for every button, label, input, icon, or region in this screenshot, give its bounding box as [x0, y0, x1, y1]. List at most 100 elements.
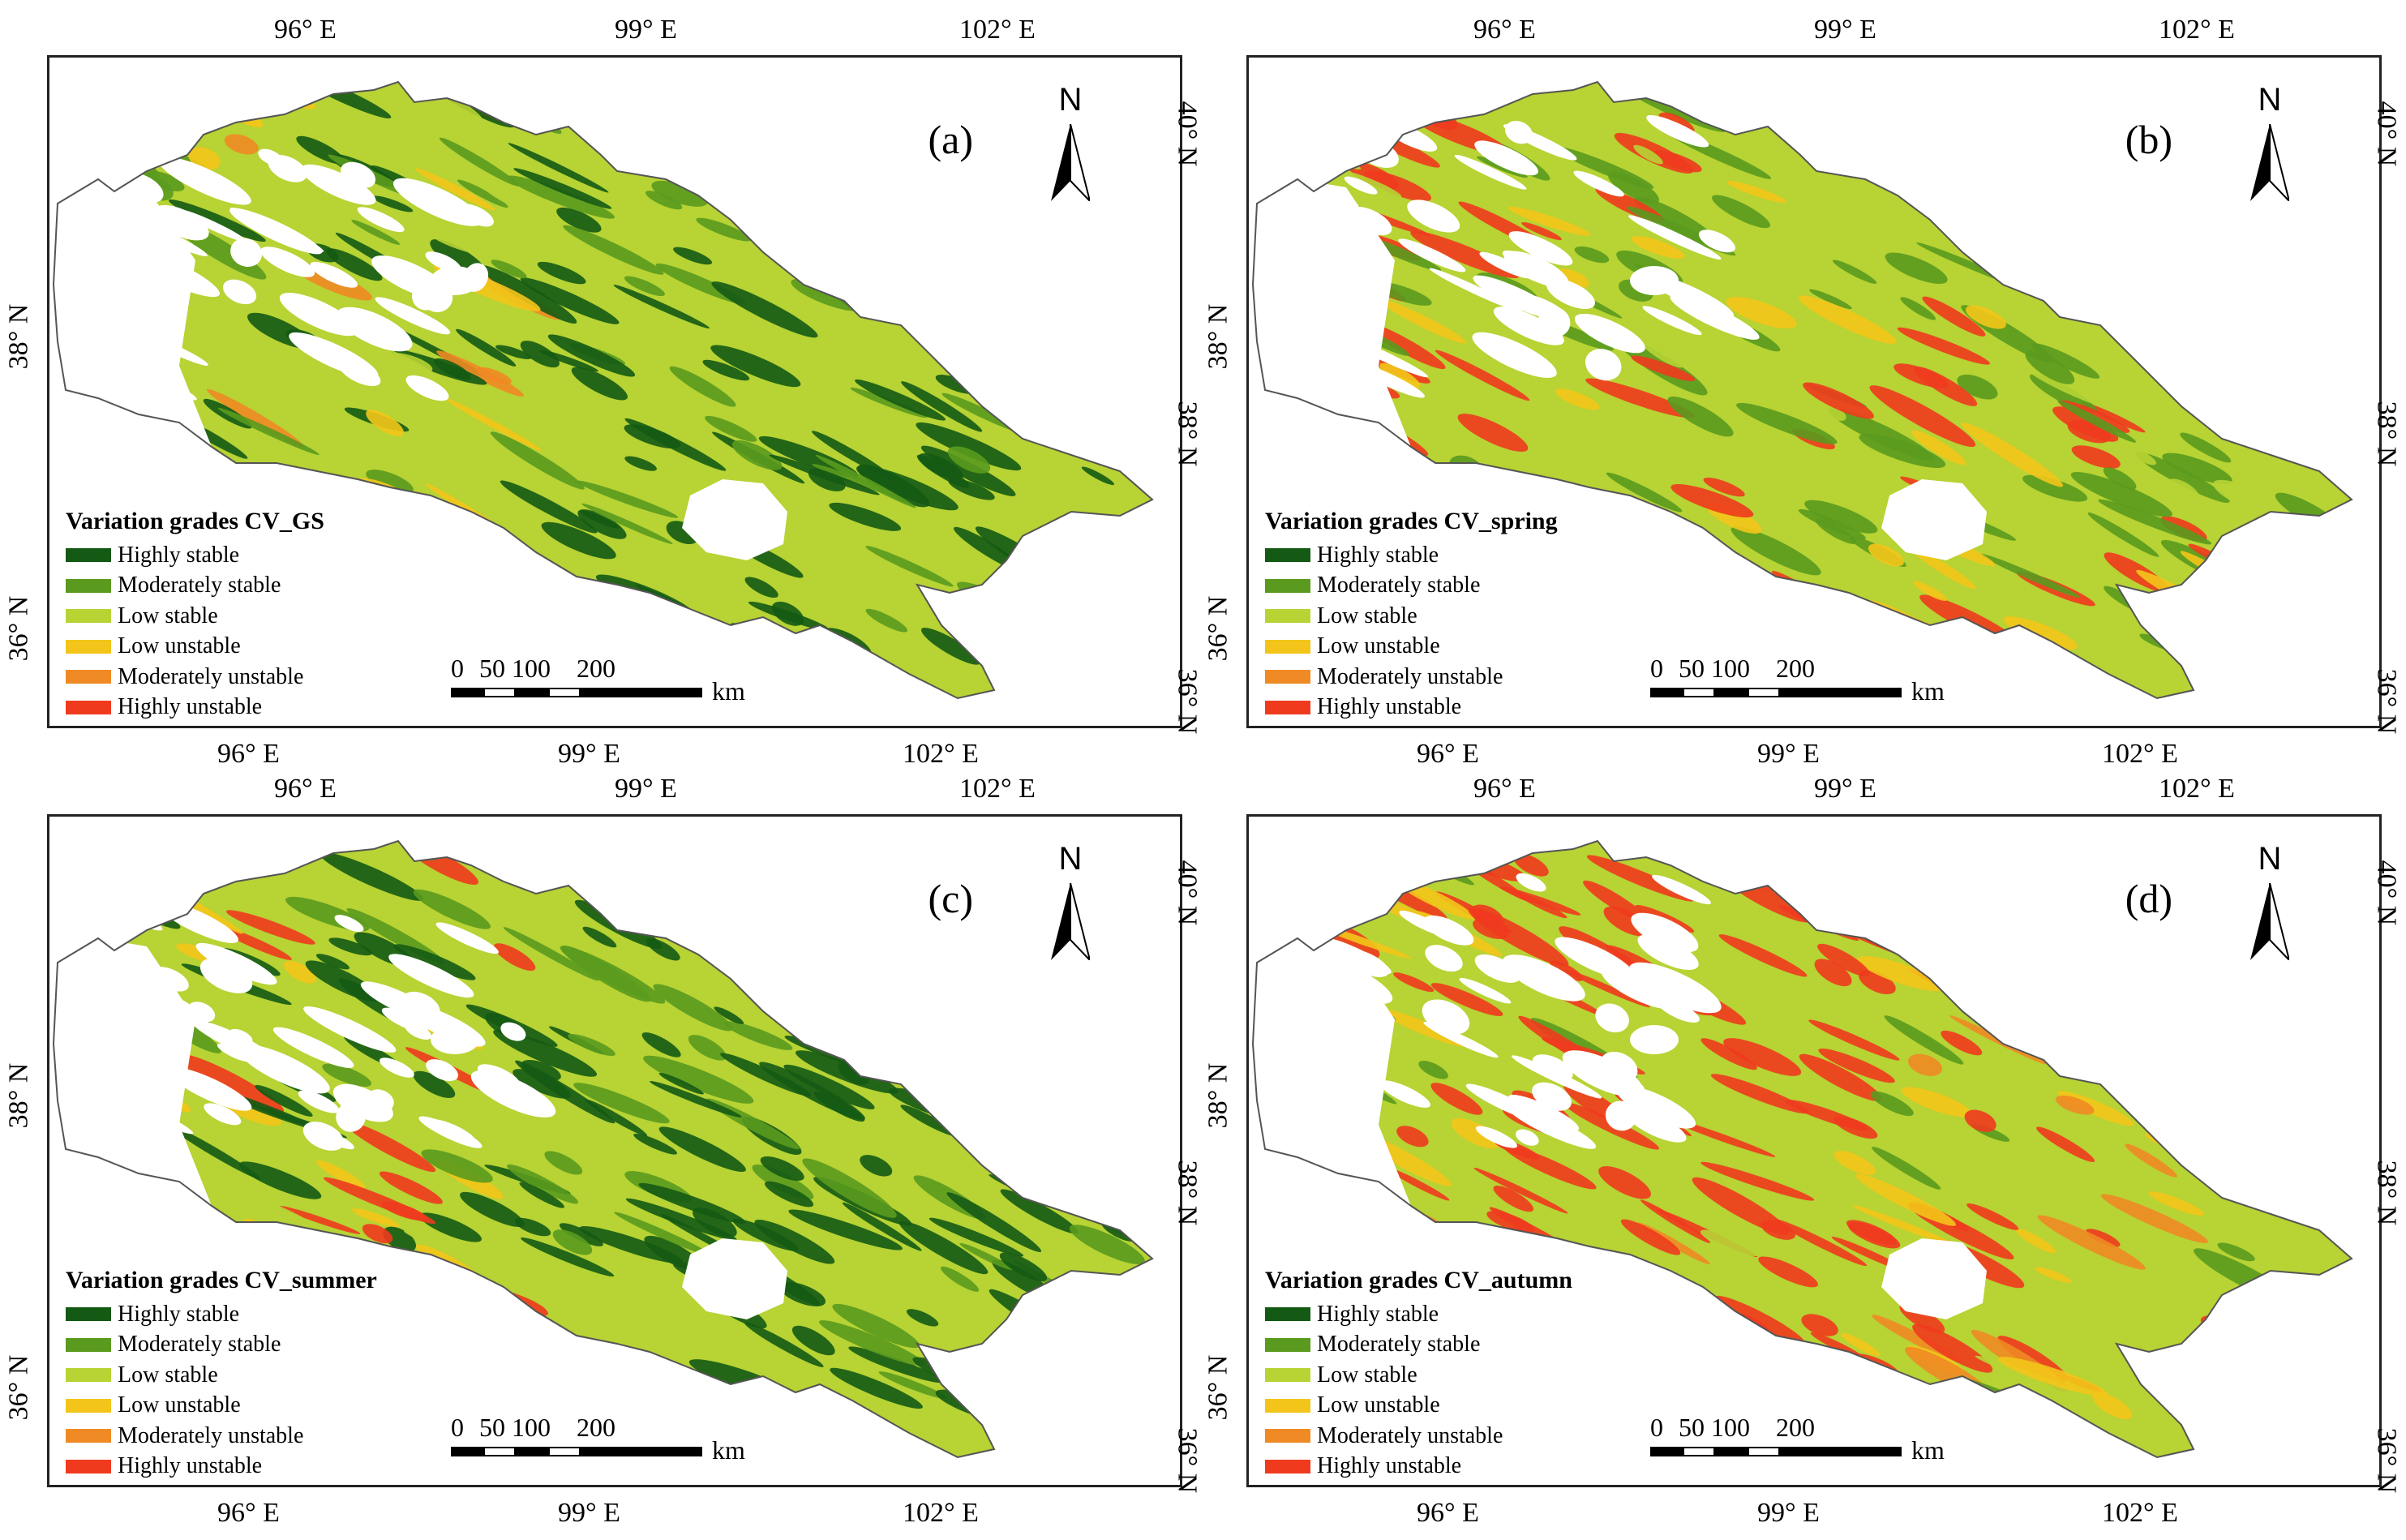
legend-item: Highly unstable — [1265, 693, 1558, 723]
bottom-lon-tick: 96° E — [1417, 739, 1479, 769]
panel-label: (b) — [2125, 117, 2172, 162]
scale-segment — [1748, 1447, 1780, 1456]
legend-swatch — [1265, 1307, 1310, 1322]
legend-item: Low stable — [1265, 601, 1558, 632]
scale-segment — [1780, 1447, 1902, 1456]
legend-swatch — [1265, 1459, 1310, 1474]
scale-segment — [483, 688, 516, 697]
legend-swatch — [1265, 578, 1310, 593]
legend-swatch — [1265, 700, 1310, 714]
scale-tick-label: 200 — [1776, 1413, 1815, 1442]
left-lat-tick: 36° N — [1203, 595, 1233, 662]
scale-segment — [1715, 688, 1748, 697]
left-lat-tick: 36° N — [3, 595, 34, 662]
right-lat-tick: 40° N — [2371, 860, 2402, 926]
right-lat-tick: 38° N — [2371, 1160, 2402, 1226]
top-lon-tick: 96° E — [274, 774, 337, 804]
legend-item: Moderately stable — [66, 1330, 377, 1361]
legend-label: Highly stable — [1317, 1301, 1439, 1327]
legend-item: Low stable — [66, 601, 324, 632]
scale-tick-label: 100 — [512, 654, 551, 683]
scale-segment — [1748, 688, 1780, 697]
legend-label: Low unstable — [118, 1392, 241, 1418]
scale-tick-label: 200 — [1776, 654, 1815, 683]
right-lat-tick: 36° N — [2371, 1427, 2402, 1494]
scale-bar: 0 50 100 200 km — [451, 1413, 759, 1465]
legend-title: Variation grades CV_GS — [66, 508, 324, 534]
scale-tick-label: 50 — [1679, 654, 1705, 683]
top-lon-tick: 99° E — [1814, 15, 1876, 45]
scale-bar: 0 50 100 200 km — [451, 654, 759, 706]
scale-segment — [1650, 1447, 1683, 1456]
legend-label: Low unstable — [1317, 633, 1440, 659]
legend-item: Moderately stable — [1265, 571, 1558, 602]
bottom-lon-tick: 96° E — [217, 739, 280, 769]
scale-segment — [451, 1447, 483, 1456]
legend-label: Moderately unstable — [118, 663, 304, 689]
legend: Variation grades CV_GS Highly stable Moder… — [66, 508, 324, 723]
legend-swatch — [66, 1337, 111, 1352]
scale-unit: km — [712, 676, 745, 706]
left-lat-tick: 38° N — [3, 1062, 34, 1129]
scale-segment — [516, 688, 548, 697]
scale-segment — [1683, 1447, 1715, 1456]
north-letter: N — [1058, 82, 1083, 118]
north-arrow: N — [2237, 82, 2302, 204]
scale-segment — [581, 1447, 702, 1456]
right-lat-tick: 40° N — [1172, 101, 1203, 167]
scale-unit: km — [712, 1435, 745, 1465]
legend-item: Moderately unstable — [66, 1421, 377, 1452]
north-letter: N — [2258, 841, 2282, 877]
scale-segment — [1650, 688, 1683, 697]
right-lat-tick: 38° N — [1172, 1160, 1203, 1226]
top-lon-tick: 102° E — [959, 774, 1036, 804]
legend-label: Highly unstable — [118, 694, 263, 720]
legend-label: Highly stable — [1317, 542, 1439, 568]
north-arrow: N — [2237, 841, 2302, 963]
scale-segment — [451, 688, 483, 697]
legend-item: Moderately unstable — [66, 662, 324, 693]
right-lat-tick: 36° N — [2371, 668, 2402, 735]
right-lat-tick: 38° N — [2371, 401, 2402, 467]
legend: Variation grades CV_spring Highly stable M… — [1265, 508, 1558, 723]
scale-segment — [1715, 1447, 1748, 1456]
scale-bar: 0 50 100 200 km — [1650, 1413, 1958, 1465]
scale-unit: km — [1911, 1435, 1945, 1465]
legend-item: Highly unstable — [66, 693, 324, 723]
scale-segment — [548, 688, 581, 697]
scale-segment — [581, 688, 702, 697]
legend-label: Highly stable — [118, 1301, 240, 1327]
scale-tick-label: 100 — [1711, 654, 1750, 683]
scale-tick-label: 50 — [479, 654, 505, 683]
legend-label: Moderately stable — [1317, 573, 1481, 598]
map-panel-b: (b) N Variation grades CV_spring Highly sta… — [1246, 55, 2382, 728]
north-letter: N — [1058, 841, 1083, 877]
legend-swatch — [1265, 548, 1310, 563]
right-lat-tick: 38° N — [1172, 401, 1203, 467]
top-lon-tick: 102° E — [2159, 15, 2235, 45]
region-map — [1251, 80, 2353, 700]
right-lat-tick: 40° N — [1172, 860, 1203, 926]
bottom-lon-tick: 99° E — [558, 1498, 620, 1528]
top-lon-tick: 102° E — [959, 15, 1036, 45]
north-letter: N — [2258, 82, 2282, 118]
scale-segment — [516, 1447, 548, 1456]
region-map — [1251, 839, 2353, 1459]
north-arrow: N — [1038, 841, 1103, 963]
legend-label: Low stable — [118, 1362, 218, 1388]
north-arrow-icon — [1051, 124, 1090, 201]
top-lon-tick: 102° E — [2159, 774, 2235, 804]
scale-tick-label: 0 — [451, 654, 464, 683]
legend-item: Moderately stable — [1265, 1330, 1572, 1361]
top-lon-tick: 96° E — [274, 15, 337, 45]
map-panel-c: (c) N Variation grades CV_summer Highly sta… — [47, 814, 1182, 1487]
legend-item: Highly unstable — [1265, 1452, 1572, 1482]
legend-swatch — [1265, 639, 1310, 654]
scale-segment — [483, 1447, 516, 1456]
bottom-lon-tick: 102° E — [903, 1498, 979, 1528]
legend-item: Low unstable — [1265, 632, 1558, 663]
legend-label: Highly unstable — [1317, 1453, 1462, 1479]
panel-label: (a) — [928, 117, 974, 162]
legend-swatch — [66, 639, 111, 654]
legend-item: Low stable — [1265, 1360, 1572, 1391]
